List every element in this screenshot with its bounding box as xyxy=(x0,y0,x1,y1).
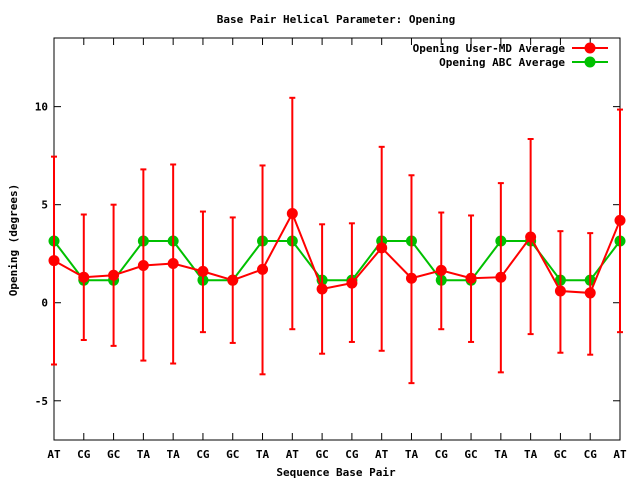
x-tick-label: CG xyxy=(345,448,359,461)
data-point xyxy=(584,287,596,299)
series-user-md xyxy=(48,96,626,385)
legend-marker xyxy=(584,56,596,68)
y-tick-label: 5 xyxy=(41,199,48,212)
x-tick-label: AT xyxy=(286,448,300,461)
data-point xyxy=(108,269,120,281)
x-tick-label: CG xyxy=(77,448,91,461)
data-point xyxy=(167,258,179,270)
y-tick-label: 0 xyxy=(41,297,48,310)
series-layer xyxy=(48,96,626,385)
data-point xyxy=(137,259,149,271)
data-point xyxy=(554,285,566,297)
data-point xyxy=(346,277,358,289)
data-point xyxy=(525,231,537,243)
x-tick-label: GC xyxy=(464,448,477,461)
x-tick-label: GC xyxy=(315,448,328,461)
x-tick-label: CG xyxy=(584,448,598,461)
y-tick-label: -5 xyxy=(35,395,48,408)
x-tick-label: CG xyxy=(196,448,210,461)
data-point xyxy=(78,271,90,283)
y-tick-label: 10 xyxy=(35,101,48,114)
data-point xyxy=(286,208,298,220)
data-point xyxy=(257,263,269,275)
axes: -5 0 5 10 AT CG GC TA TA CG GC TA AT GC CG AT TA CG GC TA TA… xyxy=(35,37,627,461)
x-tick-label: AT xyxy=(613,448,627,461)
chart-title: Base Pair Helical Parameter: Opening xyxy=(217,13,455,26)
x-tick-label: CG xyxy=(435,448,449,461)
x-tick-label: TA xyxy=(405,448,419,461)
x-tick-label: TA xyxy=(524,448,538,461)
y-axis-label: Opening (degrees) xyxy=(7,184,20,297)
series-abc xyxy=(48,235,626,286)
x-tick-label: TA xyxy=(137,448,151,461)
legend-item: Opening User-MD Average xyxy=(413,42,608,55)
x-tick-label: AT xyxy=(375,448,389,461)
data-point xyxy=(495,271,507,283)
data-point xyxy=(197,265,209,277)
x-tick-label: TA xyxy=(494,448,508,461)
legend-item: Opening ABC Average xyxy=(439,56,608,69)
legend-label: Opening ABC Average xyxy=(439,56,565,69)
x-tick-label: GC xyxy=(226,448,239,461)
data-point xyxy=(435,264,447,276)
x-tick-label: TA xyxy=(167,448,181,461)
data-point xyxy=(316,283,328,295)
x-tick-label: GC xyxy=(554,448,567,461)
data-point xyxy=(405,272,417,284)
data-point xyxy=(48,255,60,267)
data-point xyxy=(227,274,239,286)
x-axis-label: Sequence Base Pair xyxy=(276,466,396,479)
x-tick-label: TA xyxy=(256,448,270,461)
data-point xyxy=(614,214,626,226)
x-tick-label: AT xyxy=(47,448,61,461)
legend-marker xyxy=(584,42,596,54)
data-point xyxy=(376,242,388,254)
legend-label: Opening User-MD Average xyxy=(413,42,566,55)
data-point xyxy=(465,272,477,284)
x-tick-label: GC xyxy=(107,448,120,461)
